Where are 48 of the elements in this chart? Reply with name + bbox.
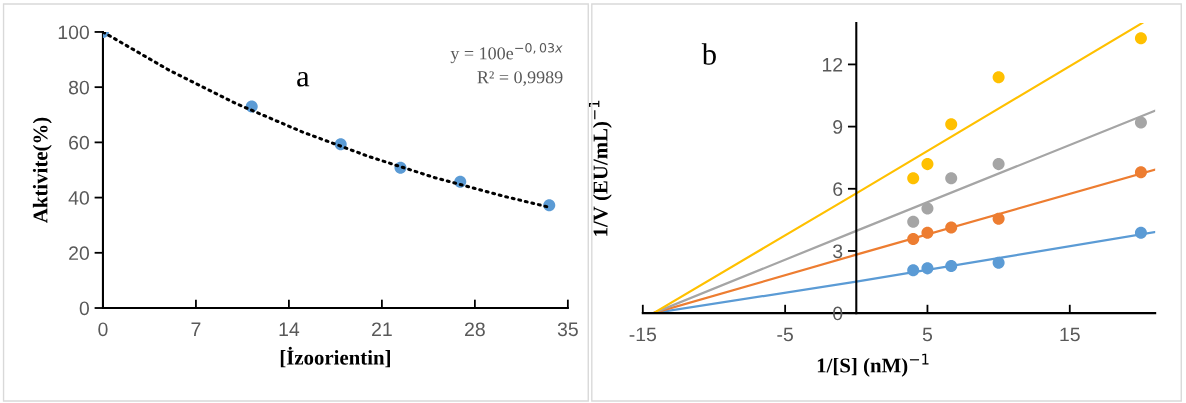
y-tick-label: 60	[69, 135, 89, 150]
annotation: b	[701, 43, 716, 65]
point	[1134, 226, 1147, 239]
x-tick-label: 5	[922, 327, 933, 342]
point	[921, 262, 934, 275]
x-tick-label: 28	[465, 322, 485, 337]
y-tick-label: 3	[833, 244, 843, 259]
point	[907, 215, 920, 228]
point	[992, 212, 1005, 225]
point	[921, 202, 934, 215]
point	[992, 158, 1005, 171]
point	[907, 264, 920, 277]
y-tick-label: 20	[69, 246, 89, 261]
y-axis-title: 1/V (EU/mL)$^{−1}$	[588, 100, 612, 236]
x-tick-label: 14	[279, 322, 300, 336]
annotation: R² = 0,9989	[477, 71, 563, 86]
point	[945, 260, 958, 273]
point	[1134, 116, 1147, 129]
point	[945, 118, 958, 131]
y-tick-label: 0	[79, 301, 89, 316]
y-tick-label: 12	[822, 57, 843, 72]
x-tick-label: -5	[777, 327, 793, 342]
point	[992, 256, 1005, 269]
y-tick-label: 100	[58, 25, 89, 40]
point	[945, 221, 958, 234]
point	[1134, 32, 1147, 45]
x-tick-label: -15	[629, 327, 657, 342]
y-tick-label: 6	[833, 182, 843, 197]
x-axis-title: 1/[S] (nM)$^{−1}$	[817, 353, 929, 377]
x-tick-label: 21	[372, 322, 392, 336]
annotation: a	[297, 71, 310, 87]
y-tick-label: 9	[833, 120, 843, 134]
y-tick-label: 80	[68, 80, 89, 95]
x-tick-label: 15	[1060, 327, 1080, 342]
x-axis-title: [İzoorientin]	[280, 346, 390, 368]
point	[945, 172, 958, 185]
point	[992, 71, 1005, 84]
x-tick-label: 7	[191, 322, 201, 336]
y-axis-title: Aktivite(%)	[32, 117, 52, 224]
point	[921, 158, 934, 171]
point	[907, 232, 920, 245]
y-tick-label: 40	[68, 191, 89, 205]
annotation: y = 100e$^{−0,03x}$	[450, 43, 563, 64]
point	[907, 172, 920, 185]
point	[921, 226, 934, 239]
x-tick-label: 0	[98, 322, 108, 337]
point	[1134, 166, 1147, 179]
x-tick-label: 35	[557, 322, 578, 337]
